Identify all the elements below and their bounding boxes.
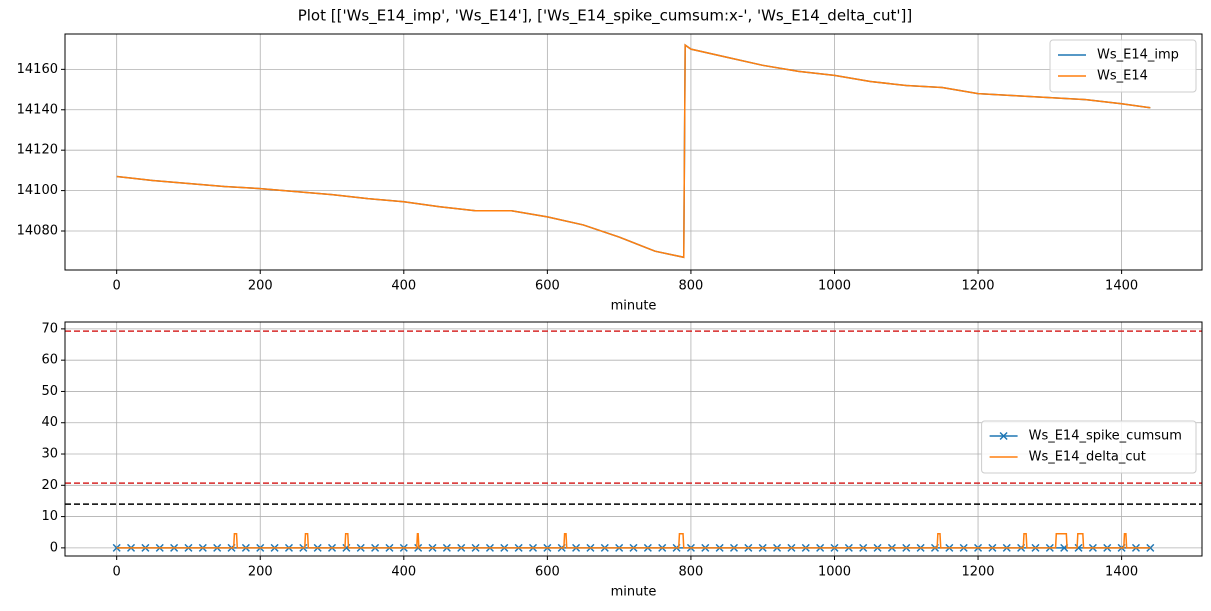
x-tick-label: 800 bbox=[679, 565, 704, 580]
legend: Ws_E14_imp Ws_E14 bbox=[1049, 39, 1197, 93]
axes-frame bbox=[64, 33, 1203, 271]
y-tick-label: 0 bbox=[50, 540, 58, 555]
marker bbox=[1074, 543, 1083, 552]
series-line bbox=[116, 533, 1151, 549]
series-line bbox=[116, 43, 1151, 259]
x-tick-label: 1200 bbox=[961, 565, 994, 580]
x-axis-label: minute bbox=[611, 585, 657, 600]
legend-frame bbox=[1049, 39, 1197, 93]
y-tick-label: 60 bbox=[41, 353, 58, 368]
x-tick-label: 800 bbox=[679, 279, 704, 294]
x-tick-label: 600 bbox=[535, 279, 560, 294]
y-tick-label: 14120 bbox=[17, 143, 58, 158]
legend: Ws_E14_spike_cumsum Ws_E14_delta_cut bbox=[981, 420, 1197, 474]
legend-label: Ws_E14_spike_cumsum bbox=[1029, 429, 1182, 444]
x-tick-label: 400 bbox=[391, 279, 416, 294]
y-tick-label: 14140 bbox=[17, 102, 58, 117]
plot-area bbox=[116, 43, 1151, 259]
x-tick-label: 0 bbox=[113, 279, 121, 294]
y-tick-label: 10 bbox=[41, 509, 58, 524]
x-tick-label: 400 bbox=[391, 565, 416, 580]
y-tick-label: 50 bbox=[41, 384, 58, 399]
x-tick-label: 1200 bbox=[961, 279, 994, 294]
axes-frame bbox=[64, 321, 1203, 557]
legend-frame bbox=[981, 420, 1197, 474]
legend-label: Ws_E14_imp bbox=[1097, 48, 1179, 63]
x-tick-label: 600 bbox=[535, 565, 560, 580]
y-tick-label: 14080 bbox=[17, 224, 58, 239]
x-tick-label: 0 bbox=[113, 565, 121, 580]
x-axis-label: minute bbox=[611, 299, 657, 314]
y-tick-label: 14100 bbox=[17, 183, 58, 198]
y-tick-label: 30 bbox=[41, 447, 58, 462]
y-tick-label: 70 bbox=[41, 321, 58, 336]
x-tick-label: 200 bbox=[248, 279, 273, 294]
y-tick-label: 14160 bbox=[17, 62, 58, 77]
x-tick-label: 1000 bbox=[818, 565, 851, 580]
y-tick-label: 20 bbox=[41, 478, 58, 493]
axes: 0 200 400 600 800 1000 1200 1400 14080 14100 14120… bbox=[17, 33, 1203, 314]
x-tick-label: 200 bbox=[248, 565, 273, 580]
x-tick-label: 1400 bbox=[1105, 279, 1138, 294]
axes: 0 200 400 600 800 1000 1200 1400 0 10 20 30 40 50 60 70… bbox=[41, 321, 1203, 600]
figure-title: Plot [['Ws_E14_imp', 'Ws_E14'], ['Ws_E14… bbox=[298, 7, 913, 26]
plot-area bbox=[65, 330, 1202, 552]
legend-label: Ws_E14_delta_cut bbox=[1029, 450, 1146, 465]
x-tick-label: 1400 bbox=[1105, 565, 1138, 580]
y-tick-label: 40 bbox=[41, 415, 58, 430]
legend-label: Ws_E14 bbox=[1097, 69, 1148, 84]
legend-marker bbox=[999, 431, 1008, 441]
series-line bbox=[116, 43, 1151, 259]
x-tick-label: 1000 bbox=[818, 279, 851, 294]
